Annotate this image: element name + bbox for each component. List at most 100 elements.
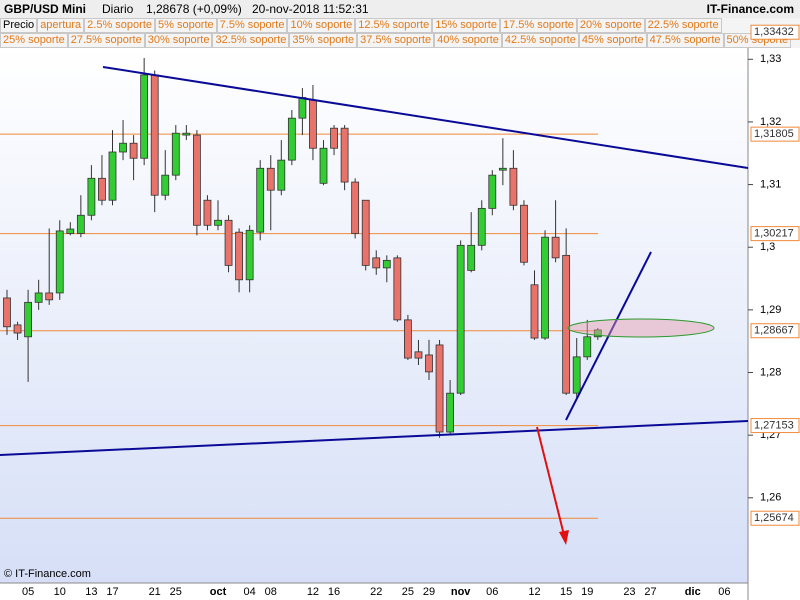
y-tick-label: 1,33	[760, 53, 781, 65]
candle-body	[161, 174, 170, 196]
candle-body	[13, 324, 22, 334]
x-tick-label: 13	[85, 586, 97, 598]
arrow	[536, 426, 565, 536]
candle-body	[55, 230, 64, 294]
candle-body	[277, 159, 286, 191]
plot-area	[0, 48, 748, 583]
indicator-label: 5% soporte	[155, 18, 217, 33]
symbol: GBP/USD Mini	[4, 2, 87, 16]
indicator-row: Precio apertura 2.5% soporte 5% soporte 7.5%…	[0, 18, 800, 33]
indicator-label: 45% soporte	[578, 33, 647, 48]
indicator-label: 42.5% soporte	[501, 33, 579, 48]
candle-body	[530, 284, 539, 339]
candle-body	[140, 74, 149, 159]
indicator-label: 47.5% soporte	[646, 33, 724, 48]
candle-body	[520, 204, 528, 263]
x-axis-area	[0, 583, 748, 600]
x-tick-label: 19	[581, 586, 593, 598]
x-tick-label: 15	[560, 586, 572, 598]
x-tick-label: dic	[685, 586, 701, 598]
indicator-label: 12.5% soporte	[355, 18, 433, 33]
candle-body	[309, 99, 317, 149]
candle-body	[551, 236, 560, 259]
indicator-label: apertura	[37, 18, 85, 33]
candle-body	[372, 257, 381, 269]
candle-body	[45, 292, 54, 301]
x-tick-label: 08	[265, 586, 277, 598]
arrow-head	[559, 530, 569, 545]
candle-body	[266, 167, 275, 191]
x-tick-label: nov	[451, 586, 471, 598]
candle-body	[488, 174, 497, 209]
x-tick-label: 17	[106, 586, 118, 598]
candle-body	[182, 132, 191, 136]
candle-body	[319, 147, 328, 184]
level-box	[750, 126, 800, 142]
candle-body	[393, 257, 402, 321]
x-tick-label: 22	[370, 586, 382, 598]
datetime: 20-nov-2018 11:52:31	[252, 2, 369, 16]
x-tick-label: 05	[22, 586, 34, 598]
candle-body	[76, 214, 85, 234]
y-tick-label: 1,3	[760, 241, 775, 253]
indicator-label: 17.5% soporte	[499, 18, 577, 33]
candle-body	[509, 167, 518, 206]
candle-body	[34, 292, 43, 303]
level-label: 1,33432	[754, 26, 794, 38]
indicator-label: 27.5% soporte	[67, 33, 145, 48]
candle-body	[129, 142, 138, 159]
last-price: 1,28678 (+0,09%)	[146, 2, 242, 16]
candle-body	[87, 177, 96, 216]
candle-body	[24, 301, 33, 338]
candle-body	[435, 344, 444, 433]
candle-body	[3, 297, 11, 328]
level-label: 1,30217	[754, 228, 794, 240]
candle-body	[224, 219, 233, 266]
level-label: 1,31805	[754, 128, 794, 140]
x-tick-label: 21	[149, 586, 161, 598]
indicator-label: 10% soporte	[287, 18, 356, 33]
x-tick-label: 10	[54, 586, 66, 598]
x-tick-label: 06	[486, 586, 498, 598]
candle-body	[108, 151, 117, 201]
candle-body	[98, 177, 106, 201]
header-bar: GBP/USD Mini Diario 1,28678 (+0,09%) 20-…	[0, 0, 800, 18]
x-tick-label: 23	[623, 586, 635, 598]
y-tick-label: 1,32	[760, 116, 781, 128]
candle-body	[382, 259, 391, 269]
candle-body	[340, 127, 349, 183]
level-box	[750, 418, 800, 434]
candle-body	[245, 229, 254, 281]
x-tick-label: 25	[402, 586, 414, 598]
x-tick-label: oct	[210, 586, 227, 598]
candle-body	[498, 167, 507, 171]
x-tick-label: 12	[528, 586, 540, 598]
indicator-label: 20% soporte	[576, 18, 645, 33]
candle-body	[214, 219, 222, 226]
candle-body	[256, 167, 265, 233]
candle-body	[593, 329, 602, 338]
candle-body	[235, 231, 244, 281]
x-tick-label: 12	[307, 586, 319, 598]
indicator-label: 22.5% soporte	[644, 18, 722, 33]
level-label: 1,28667	[754, 325, 794, 337]
candle-body	[298, 97, 307, 119]
indicator-label: 15% soporte	[432, 18, 500, 33]
candle-body	[414, 351, 423, 359]
indicator-label: 32.5% soporte	[212, 33, 290, 48]
period: Diario	[102, 2, 134, 16]
candle-body	[192, 134, 201, 226]
candle-body	[456, 244, 465, 394]
candle-body	[572, 356, 581, 394]
candle-body	[541, 236, 549, 339]
candle-body	[150, 74, 159, 196]
candle-body	[330, 127, 338, 149]
x-tick-label: 06	[718, 586, 730, 598]
level-label: 1,27153	[754, 419, 794, 431]
level-box	[750, 510, 800, 526]
x-tick-label: 04	[244, 586, 256, 598]
y-tick-label: 1,28	[760, 366, 781, 378]
candle-body	[477, 207, 486, 246]
